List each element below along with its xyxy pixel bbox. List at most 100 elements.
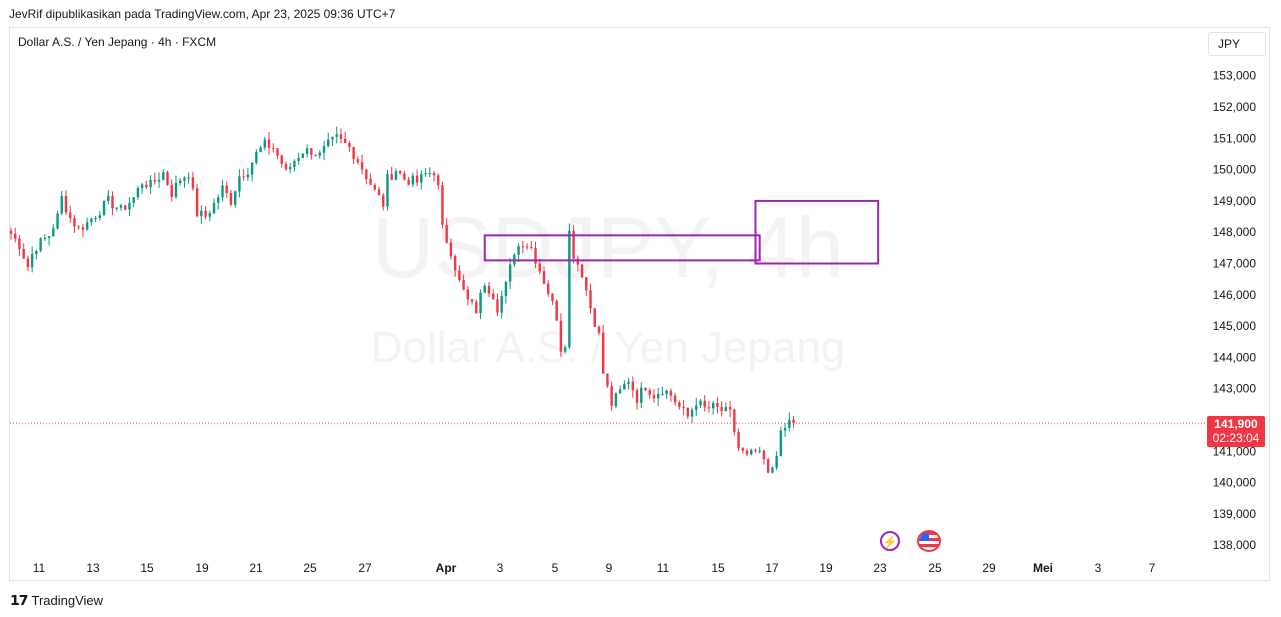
candle-body bbox=[614, 393, 618, 407]
us-flag-event-icon[interactable] bbox=[917, 530, 941, 552]
candle-body bbox=[483, 285, 486, 293]
x-tick-label: 3 bbox=[1095, 561, 1102, 575]
candle-body bbox=[301, 153, 305, 159]
candle-body bbox=[390, 173, 393, 180]
y-tick-label: 140,000 bbox=[1213, 476, 1257, 490]
y-tick-label: 147,000 bbox=[1213, 257, 1257, 271]
candle-body bbox=[221, 185, 224, 198]
candle-body bbox=[576, 258, 580, 265]
x-tick-label: 23 bbox=[873, 561, 887, 575]
y-tick-label: 148,000 bbox=[1213, 225, 1257, 239]
candle-body bbox=[593, 308, 596, 327]
candle-body bbox=[90, 218, 93, 223]
candle-body bbox=[403, 173, 406, 180]
candle-body bbox=[589, 290, 592, 309]
symbol-title[interactable]: Dollar A.S. / Yen Jepang · 4h · FXCM bbox=[18, 35, 217, 49]
candle-body bbox=[327, 139, 330, 147]
candle-body bbox=[35, 250, 38, 255]
lightning-event-icon[interactable]: ⚡ bbox=[880, 531, 900, 551]
candle-body bbox=[187, 177, 190, 179]
candle-body bbox=[521, 246, 525, 248]
candle-body bbox=[669, 390, 673, 396]
candle-body bbox=[458, 270, 461, 281]
candle-body bbox=[229, 192, 233, 205]
candle-body bbox=[487, 285, 491, 294]
candle-body bbox=[179, 180, 182, 184]
x-tick-label: 9 bbox=[606, 561, 613, 575]
candle-body bbox=[136, 188, 140, 198]
candle-body bbox=[352, 147, 355, 160]
supply-zone-box bbox=[754, 199, 880, 265]
candle-body bbox=[492, 293, 495, 300]
candle-body bbox=[665, 390, 668, 394]
candle-body bbox=[200, 210, 203, 217]
x-tick-label: 13 bbox=[86, 561, 100, 575]
candle-body bbox=[686, 407, 689, 417]
candle-body bbox=[754, 449, 757, 451]
candle-body bbox=[792, 419, 795, 424]
candle-body bbox=[140, 184, 144, 189]
x-tick-label: 11 bbox=[657, 561, 670, 575]
candle-body bbox=[559, 320, 563, 352]
candle-body bbox=[204, 210, 207, 217]
candle-body bbox=[331, 136, 334, 140]
candle-body bbox=[424, 173, 427, 175]
candle-body bbox=[682, 407, 685, 409]
footer-branding[interactable]: 𝟭𝟳 TradingView bbox=[10, 592, 103, 609]
footer-brand-text: TradingView bbox=[31, 593, 104, 608]
candle-body bbox=[750, 449, 753, 455]
y-tick-label: 143,000 bbox=[1213, 382, 1257, 396]
last-price-tag: 141,900 02:23:04 bbox=[1207, 416, 1265, 447]
candle-body bbox=[373, 184, 376, 190]
x-tick-label: 21 bbox=[249, 561, 263, 575]
candle-body bbox=[77, 226, 80, 228]
candle-body bbox=[183, 177, 186, 181]
candle-body bbox=[166, 172, 169, 185]
x-tick-label: 25 bbox=[303, 561, 317, 575]
candle-body bbox=[115, 207, 118, 209]
candle-body bbox=[508, 264, 512, 282]
candle-body bbox=[470, 299, 474, 302]
candle-body bbox=[437, 175, 440, 186]
y-tick-label: 144,000 bbox=[1213, 350, 1257, 364]
candle-body bbox=[724, 407, 728, 412]
candle-body bbox=[420, 174, 423, 183]
candle-body bbox=[496, 299, 499, 313]
candle-body bbox=[428, 173, 431, 175]
y-tick-label: 145,000 bbox=[1213, 319, 1257, 333]
candle-body bbox=[462, 280, 465, 290]
candle-body bbox=[47, 236, 51, 239]
chart-frame bbox=[9, 27, 1270, 581]
candle-body bbox=[242, 176, 245, 178]
currency-button[interactable]: JPY bbox=[1208, 32, 1266, 56]
candle-body bbox=[602, 332, 605, 374]
candle-body bbox=[149, 179, 152, 188]
tradingview-logo-icon: 𝟭𝟳 bbox=[10, 592, 29, 608]
candle-body bbox=[771, 467, 774, 473]
x-tick-label: 19 bbox=[195, 561, 209, 575]
candle-body bbox=[432, 173, 436, 176]
candle-body bbox=[255, 151, 258, 163]
candle-body bbox=[238, 176, 241, 192]
candle-body bbox=[272, 148, 275, 150]
candle-body bbox=[225, 185, 228, 193]
bar-countdown: 02:23:04 bbox=[1212, 431, 1260, 445]
candle-body bbox=[441, 185, 444, 225]
x-tick-label: 7 bbox=[1149, 561, 1156, 575]
candle-body bbox=[56, 213, 59, 229]
y-tick-label: 139,000 bbox=[1213, 507, 1257, 521]
candle-body bbox=[212, 202, 216, 214]
candle-body bbox=[170, 184, 173, 197]
candle-body bbox=[618, 389, 622, 394]
candle-body bbox=[60, 196, 63, 214]
candle-body bbox=[415, 175, 419, 183]
x-tick-label: 19 bbox=[819, 561, 833, 575]
x-tick-label: 3 bbox=[497, 561, 504, 575]
candle-body bbox=[339, 134, 343, 139]
y-tick-label: 153,000 bbox=[1213, 69, 1257, 83]
y-tick-label: 138,000 bbox=[1213, 538, 1257, 552]
candle-body bbox=[284, 164, 288, 170]
candle-body bbox=[98, 215, 102, 219]
y-tick-label: 152,000 bbox=[1213, 100, 1257, 114]
